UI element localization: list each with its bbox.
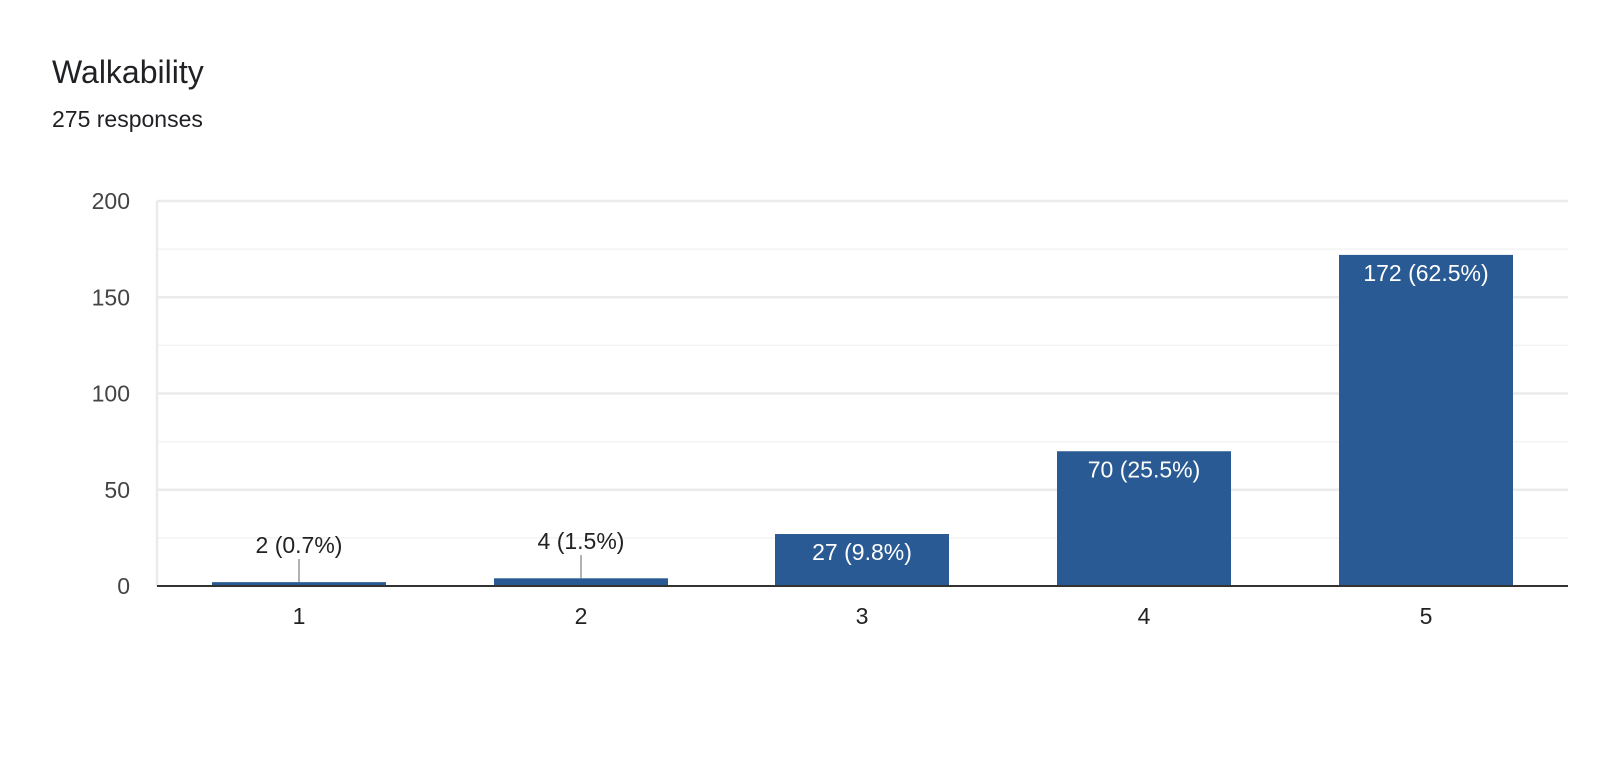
data-label: 2 (0.7%): [256, 532, 343, 558]
x-tick-label: 2: [575, 603, 588, 629]
bar-4[interactable]: [1057, 451, 1231, 586]
data-label: 4 (1.5%): [538, 528, 625, 554]
response-count: 275 responses: [52, 106, 203, 132]
y-tick-label: 200: [92, 188, 130, 214]
y-tick-label: 100: [92, 381, 130, 407]
bar-1[interactable]: [212, 582, 386, 586]
x-tick-label: 1: [293, 603, 306, 629]
bars: [212, 254, 1513, 586]
axes: [155, 201, 1568, 587]
x-axis-ticks: 1 2 3 4 5: [293, 603, 1433, 629]
chart-title: Walkability: [52, 54, 204, 90]
x-tick-label: 3: [856, 603, 869, 629]
bar-3[interactable]: [775, 534, 949, 586]
x-tick-label: 5: [1420, 603, 1433, 629]
data-label: 27 (9.8%): [812, 539, 912, 565]
x-tick-label: 4: [1138, 603, 1151, 629]
bar-2[interactable]: [494, 578, 668, 586]
y-tick-label: 50: [104, 477, 130, 503]
grid-lines: [157, 199, 1568, 539]
y-tick-label: 0: [117, 573, 130, 599]
bar-5[interactable]: [1339, 254, 1513, 586]
data-label: 70 (25.5%): [1088, 456, 1201, 482]
y-axis-ticks: 0 50 100 150 200: [92, 188, 130, 599]
data-label: 172 (62.5%): [1363, 260, 1488, 286]
y-tick-label: 150: [92, 284, 130, 310]
data-labels: 2 (0.7%) 4 (1.5%) 27 (9.8%) 70 (25.5%) 172 (…: [256, 260, 1489, 583]
